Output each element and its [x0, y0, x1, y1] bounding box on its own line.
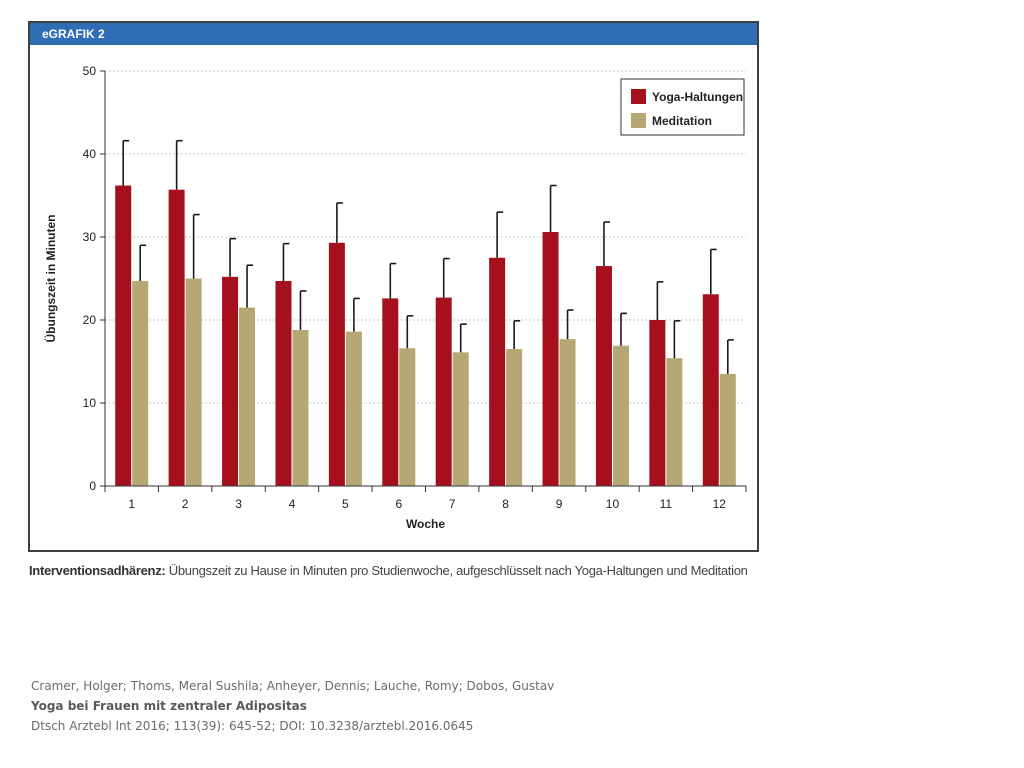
- caption-bold: Interventionsadhärenz:: [29, 563, 166, 578]
- bar-yoga: [702, 294, 719, 486]
- bar-meditation: [612, 345, 629, 486]
- x-tick-label: 10: [606, 497, 620, 511]
- y-tick-label: 10: [83, 396, 97, 410]
- y-tick-label: 50: [83, 64, 97, 78]
- legend-swatch: [631, 89, 646, 104]
- x-tick-label: 5: [342, 497, 349, 511]
- x-tick-label: 7: [449, 497, 456, 511]
- x-tick-label: 6: [395, 497, 402, 511]
- x-tick-label: 2: [182, 497, 189, 511]
- figure-header: eGRAFIK 2: [30, 23, 757, 45]
- legend-label: Yoga-Haltungen: [652, 90, 743, 104]
- x-tick-label: 9: [556, 497, 563, 511]
- citation-source: Dtsch Arztebl Int 2016; 113(39): 645-52;…: [31, 719, 474, 733]
- bar-meditation: [345, 331, 362, 486]
- bar-meditation: [666, 358, 683, 486]
- x-tick-label: 3: [235, 497, 242, 511]
- y-axis-label: Übungszeit in Minuten: [43, 215, 58, 343]
- y-tick-label: 20: [83, 313, 97, 327]
- citation-authors: Cramer, Holger; Thoms, Meral Sushila; An…: [31, 679, 555, 693]
- x-tick-label: 11: [660, 497, 673, 511]
- legend-label: Meditation: [652, 114, 712, 128]
- bar-yoga: [595, 266, 612, 486]
- bar-meditation: [719, 373, 736, 486]
- bar-yoga: [382, 298, 399, 486]
- x-tick-label: 1: [128, 497, 135, 511]
- x-tick-label: 4: [289, 497, 296, 511]
- bar-meditation: [399, 348, 416, 486]
- bar-yoga: [435, 297, 452, 486]
- legend-swatch: [631, 113, 646, 128]
- bar-yoga: [328, 242, 345, 486]
- y-tick-label: 0: [89, 479, 96, 493]
- bar-meditation: [559, 339, 576, 486]
- bar-yoga: [168, 189, 185, 486]
- bar-yoga: [542, 232, 559, 486]
- bar-yoga: [222, 276, 239, 486]
- x-axis-label: Woche: [406, 517, 445, 531]
- x-tick-label: 8: [502, 497, 509, 511]
- figure-frame: 0 10 20 30 40 50 1 2 3 4 5 6 7 8 9 10 11 12 Woche Übungszei…: [28, 21, 759, 552]
- citation-title: Yoga bei Frauen mit zentraler Adipositas: [31, 699, 307, 713]
- y-tick-label: 40: [83, 147, 97, 161]
- bar-meditation: [185, 278, 202, 486]
- bar-meditation: [292, 329, 309, 486]
- bar-yoga: [275, 280, 292, 486]
- bar-yoga: [649, 320, 666, 486]
- bar-meditation: [506, 349, 523, 486]
- y-tick-label: 30: [83, 230, 97, 244]
- caption-text: Übungszeit zu Hause in Minuten pro Studi…: [165, 563, 748, 578]
- bar-meditation: [132, 280, 149, 486]
- bar-yoga: [489, 257, 506, 486]
- bar-meditation: [239, 307, 256, 486]
- bar-yoga: [115, 185, 132, 487]
- bar-meditation: [452, 352, 469, 486]
- x-tick-label: 12: [713, 497, 727, 511]
- figure-caption: Interventionsadhärenz: Übungszeit zu Hau…: [29, 563, 748, 578]
